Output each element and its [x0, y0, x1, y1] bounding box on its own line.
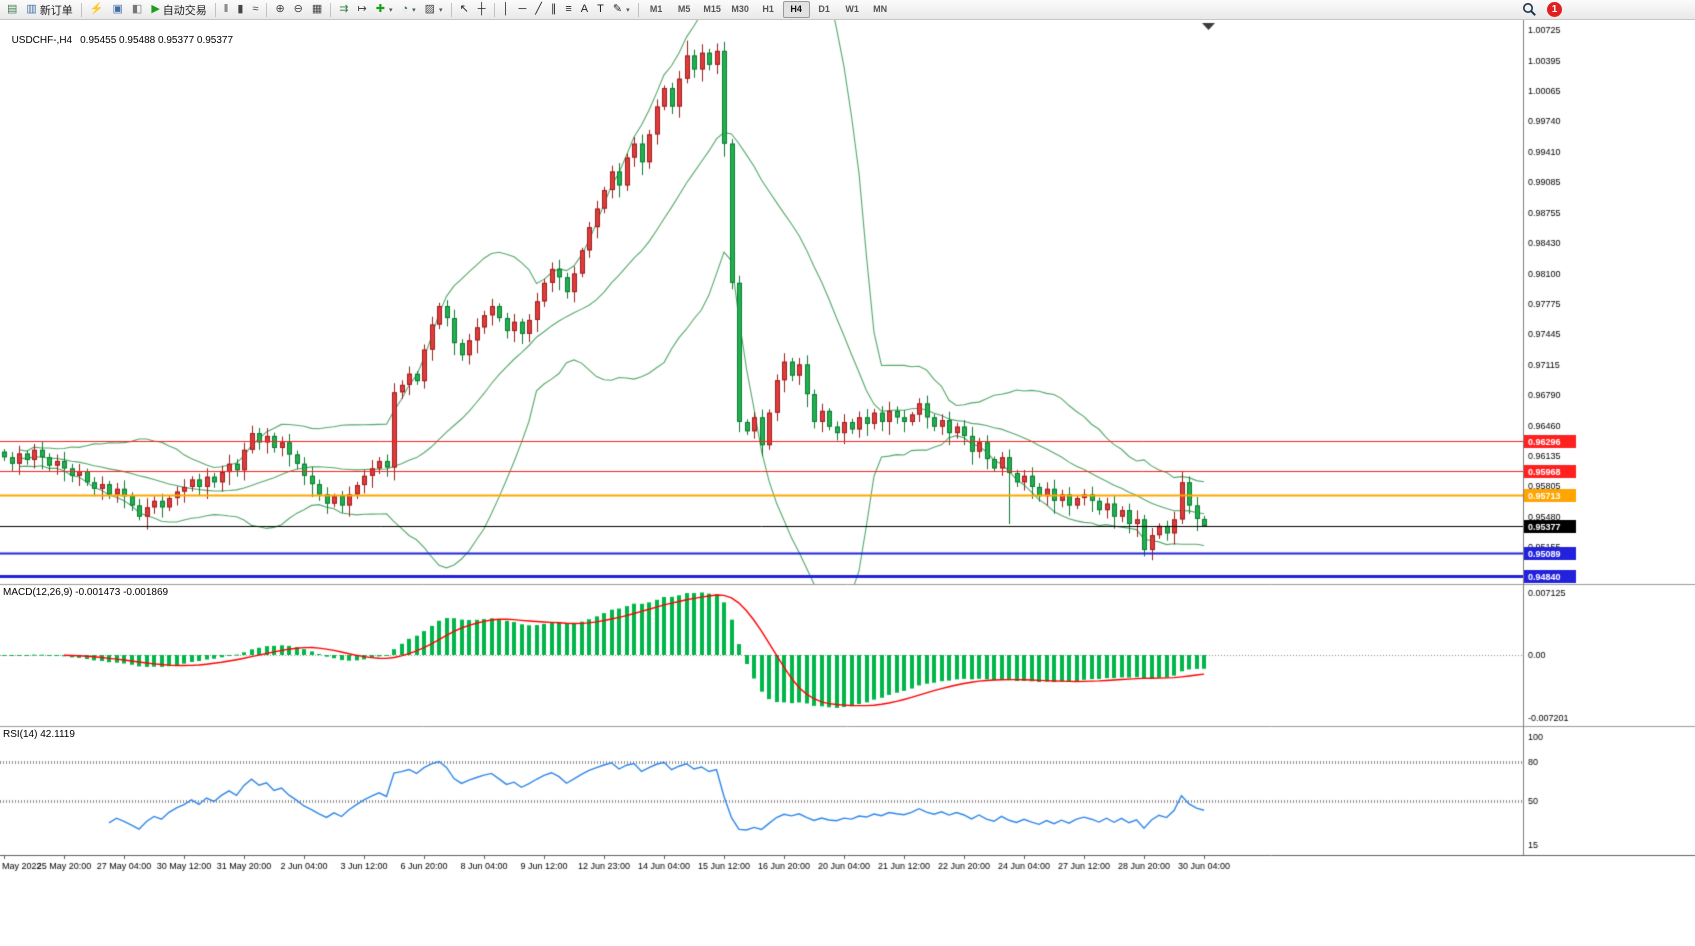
chevron-down-icon: ▾: [439, 6, 443, 14]
new-order-button[interactable]: ▥ 新订单: [22, 1, 76, 19]
timeframe-button-mn[interactable]: MN: [873, 4, 888, 14]
timeframe-button-w1[interactable]: W1: [845, 4, 859, 14]
tile-windows-button[interactable]: ▦: [308, 1, 326, 19]
indicators-icon: ✚: [375, 3, 385, 15]
profiles-icon[interactable]: ◧: [128, 1, 146, 19]
timeframe-button-h1[interactable]: H1: [762, 4, 774, 14]
line-chart-button[interactable]: ≈: [248, 1, 262, 19]
shapes-button[interactable]: ✎ ▾: [609, 1, 634, 19]
trendline-icon: ╱: [535, 3, 542, 15]
autotrading-button-label: 自动交易: [162, 4, 207, 17]
line-chart-icon: ≈: [252, 3, 259, 15]
timeframe-button-h4[interactable]: H4: [782, 1, 810, 18]
timeframe-button-d1[interactable]: D1: [818, 4, 830, 14]
zoom-out-button[interactable]: ⊖: [290, 1, 307, 19]
profiles-icon-icon: ◧: [131, 3, 143, 15]
macd-label: MACD(12,26,9) -0.001473 -0.001869: [3, 587, 169, 598]
auto-scroll-icon: ⇉: [339, 3, 349, 15]
candlestick-chart-button[interactable]: ▮: [233, 1, 247, 19]
web-terminal-icon[interactable]: ▣: [109, 1, 127, 19]
chart-title: USDCHF-,H4 0.95455 0.95488 0.95377 0.9537…: [6, 24, 234, 46]
text-button[interactable]: A: [577, 1, 592, 19]
fibonacci-icon: ≡: [565, 3, 572, 15]
label-icon: T: [597, 3, 604, 15]
crosshair-button[interactable]: ┼: [474, 1, 490, 19]
zoom-in-icon: ⊕: [275, 3, 285, 15]
mql5-community-icon-icon: ⚡: [89, 3, 104, 15]
fibonacci-button[interactable]: ≡: [561, 1, 575, 19]
trendline-button[interactable]: ╱: [531, 1, 546, 19]
price-chart-canvas[interactable]: [0, 20, 1695, 946]
autotrading-button[interactable]: ▶ 自动交易: [147, 1, 210, 19]
periods-button[interactable]: ◔ ▾: [397, 1, 419, 19]
cursor-icon: ↖: [459, 3, 469, 15]
equidistant-channel-icon: ∥: [550, 3, 557, 15]
new-chart-button[interactable]: ▤: [3, 1, 21, 19]
crosshair-icon: ┼: [477, 3, 486, 15]
toolbar-separator: [330, 2, 332, 17]
toolbar-separator: [266, 2, 268, 17]
toolbar-separator: [637, 2, 639, 17]
toolbar-separator: [450, 2, 452, 17]
toolbar-separator: [493, 2, 495, 17]
zoom-in-button[interactable]: ⊕: [271, 1, 288, 19]
indicators-button[interactable]: ✚ ▾: [372, 1, 397, 19]
equidistant-channel-button[interactable]: ∥: [547, 1, 561, 19]
tile-windows-icon: ▦: [311, 3, 323, 15]
templates-button[interactable]: ▨ ▾: [421, 1, 447, 19]
periods-icon: ◔: [401, 3, 409, 15]
notification-badge[interactable]: 1: [1547, 2, 1562, 17]
bar-chart-icon: ‖: [223, 3, 229, 15]
label-button[interactable]: T: [593, 1, 608, 19]
toolbar-separator: [214, 2, 216, 17]
new-order-button-label: 新订单: [39, 4, 73, 17]
vertical-line-button[interactable]: │: [499, 1, 514, 19]
new-order-icon: ▥: [26, 3, 37, 15]
chart-shift-icon: ↦: [357, 3, 367, 15]
templates-icon: ▨: [424, 3, 436, 15]
cursor-button[interactable]: ↖: [456, 1, 473, 19]
toolbar-right-group: 1: [1522, 2, 1562, 17]
mql5-community-icon[interactable]: ⚡: [86, 1, 108, 19]
new-chart-icon: ▤: [7, 3, 18, 15]
search-icon[interactable]: [1522, 2, 1537, 17]
timeframe-button-m30[interactable]: M30: [731, 4, 749, 14]
chart-shift-button[interactable]: ↦: [354, 1, 371, 19]
vertical-line-icon: │: [502, 3, 510, 15]
auto-scroll-button[interactable]: ⇉: [335, 1, 352, 19]
candlestick-chart-icon: ▮: [237, 3, 244, 15]
toolbar-left-group: ▤ ▥ 新订单 ⚡ ▣ ◧ ▶ 自动交易 ‖ ▮ ≈ ⊕ ⊖ ▦ ⇉ ↦ ✚ ▾ ◔ ▾ ▨ ▾ ↖ ┼ │ ─ ╱ ∥ ≡ A T ✎ ▾ M1…: [3, 1, 894, 19]
timeframe-button-m1[interactable]: M1: [649, 4, 663, 14]
bar-chart-button[interactable]: ‖: [220, 1, 233, 19]
chevron-down-icon: ▾: [412, 6, 416, 14]
timeframe-button-m5[interactable]: M5: [677, 4, 691, 14]
toolbar: ▤ ▥ 新订单 ⚡ ▣ ◧ ▶ 自动交易 ‖ ▮ ≈ ⊕ ⊖ ▦ ⇉ ↦ ✚ ▾ ◔ ▾ ▨ ▾ ↖ ┼ │ ─ ╱ ∥ ≡ A T ✎ ▾ M1…: [0, 0, 1695, 20]
chevron-down-icon: ▾: [626, 6, 630, 14]
chart-symbol-label: USDCHF-,H4: [11, 35, 73, 46]
zoom-out-icon: ⊖: [293, 3, 303, 15]
autotrading-icon: ▶: [151, 3, 160, 15]
chevron-down-icon: ▾: [388, 6, 393, 14]
web-terminal-icon-icon: ▣: [112, 3, 123, 15]
horizontal-line-button[interactable]: ─: [514, 1, 530, 19]
toolbar-separator: [80, 2, 82, 17]
shapes-icon: ✎: [612, 3, 623, 15]
horizontal-line-icon: ─: [518, 3, 527, 15]
chart-ohlc-label: 0.95455 0.95488 0.95377 0.95377: [80, 35, 234, 46]
timeframe-button-m15[interactable]: M15: [703, 4, 721, 14]
rsi-label: RSI(14) 42.1119: [3, 729, 75, 740]
text-icon: A: [580, 3, 589, 15]
